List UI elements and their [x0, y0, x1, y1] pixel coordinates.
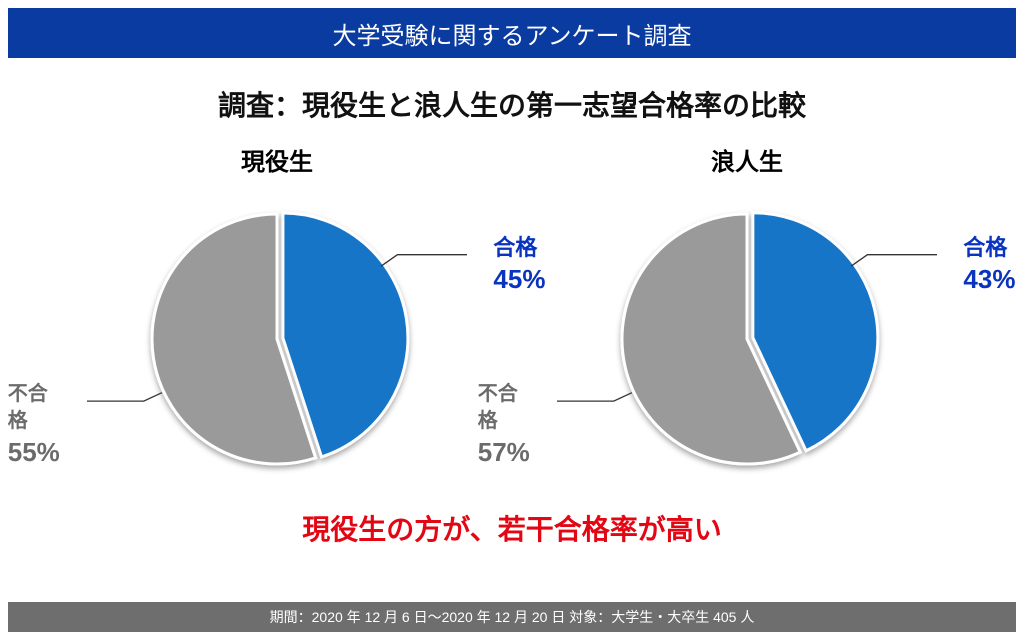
footer-bar: 期間：2020 年 12 月 6 日〜2020 年 12 月 20 日 対象：大…: [8, 602, 1016, 632]
pie-chart-0: 現役生 合格45%不合格55%: [87, 142, 467, 502]
pie-svg: [557, 185, 937, 505]
slice-label-name: 合格: [493, 235, 537, 260]
slice-label-name: 不合格: [8, 383, 48, 432]
slice-label-pct: 57%: [478, 435, 530, 470]
subtitle: 調査：現役生と浪人生の第一志望合格率の比較: [0, 84, 1024, 124]
pie-chart-title: 浪人生: [557, 142, 937, 177]
slice-label-pct: 45%: [493, 262, 545, 297]
slice-label-pct: 55%: [8, 435, 60, 470]
header-bar: 大学受験に関するアンケート調査: [8, 8, 1016, 58]
pie-chart-1: 浪人生 合格43%不合格57%: [557, 142, 937, 502]
leader-line: [557, 393, 632, 401]
pie-svg: [87, 185, 467, 505]
slice-label-pct: 43%: [963, 262, 1015, 297]
charts-row: 現役生 合格45%不合格55%浪人生 合格43%不合格57%: [0, 142, 1024, 502]
slice-label-name: 不合格: [478, 383, 518, 432]
pie-chart-title: 現役生: [87, 142, 467, 177]
leader-line: [87, 393, 162, 401]
header-title: 大学受験に関するアンケート調査: [332, 16, 691, 51]
conclusion-text: 現役生の方が、若干合格率が高い: [0, 508, 1024, 548]
slice-label: 合格43%: [963, 233, 1015, 298]
slice-label: 合格45%: [493, 233, 545, 298]
slice-label: 不合格55%: [8, 381, 60, 470]
leader-line: [851, 255, 937, 266]
slice-label: 不合格57%: [478, 381, 530, 470]
main-panel: 調査：現役生と浪人生の第一志望合格率の比較 現役生 合格45%不合格55%浪人生…: [0, 66, 1024, 594]
slice-label-name: 合格: [963, 235, 1007, 260]
leader-line: [381, 255, 467, 266]
footer-text: 期間：2020 年 12 月 6 日〜2020 年 12 月 20 日 対象：大…: [270, 607, 755, 627]
